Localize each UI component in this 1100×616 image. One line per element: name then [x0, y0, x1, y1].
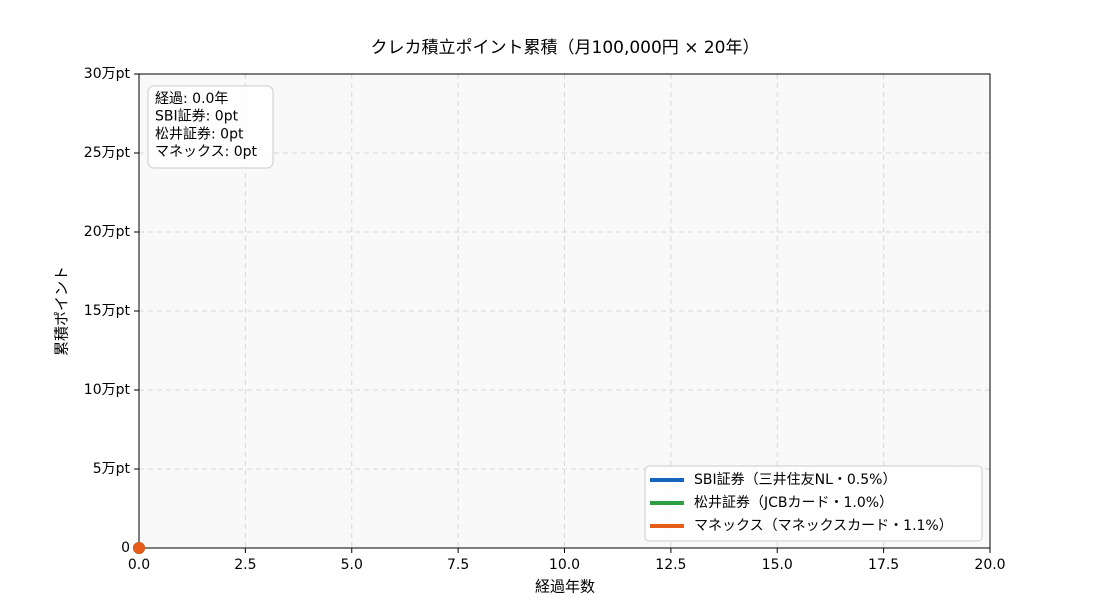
- annotation-box: [147, 85, 274, 169]
- annotation-text: 経過: 0.0年: [155, 91, 228, 107]
- x-tick-label: 7.5: [447, 557, 469, 573]
- x-tick-label: 5.0: [341, 557, 363, 573]
- annotation-text: 松井証券: 0pt: [155, 126, 244, 142]
- y-tick-label: 20万pt: [84, 224, 131, 240]
- y-tick-label: 30万pt: [84, 66, 131, 82]
- annotation-text: マネックス: 0pt: [155, 144, 258, 160]
- legend-box: [644, 465, 983, 542]
- y-tick-label: 10万pt: [84, 382, 131, 398]
- x-tick-label: 15.0: [762, 557, 793, 573]
- x-axis-label: 経過年数: [535, 578, 595, 596]
- chart-title: クレカ積立ポイント累積（月100,000円 × 20年）: [371, 38, 760, 58]
- y-tick-label: 0: [121, 540, 130, 556]
- x-tick-label: 10.0: [549, 557, 580, 573]
- legend-label: SBI証券（三井住友NL・0.5%）: [694, 472, 896, 488]
- y-axis-label: 累積ポイント: [53, 266, 71, 356]
- x-tick-label: 20.0: [974, 557, 1005, 573]
- plot-frame: [138, 73, 991, 549]
- x-tick-label: 2.5: [234, 557, 256, 573]
- x-tick-label: 12.5: [655, 557, 686, 573]
- y-tick-label: 15万pt: [84, 303, 131, 319]
- legend-label: 松井証券（JCBカード・1.0%）: [694, 495, 893, 511]
- series-marker: [133, 542, 145, 554]
- legend-label: マネックス（マネックスカード・1.1%）: [694, 518, 953, 534]
- annotation-text: SBI証券: 0pt: [155, 109, 239, 125]
- y-tick-label: 25万pt: [84, 145, 131, 161]
- x-tick-label: 17.5: [868, 557, 899, 573]
- x-tick-label: 0.0: [128, 557, 150, 573]
- y-tick-label: 5万pt: [93, 461, 131, 477]
